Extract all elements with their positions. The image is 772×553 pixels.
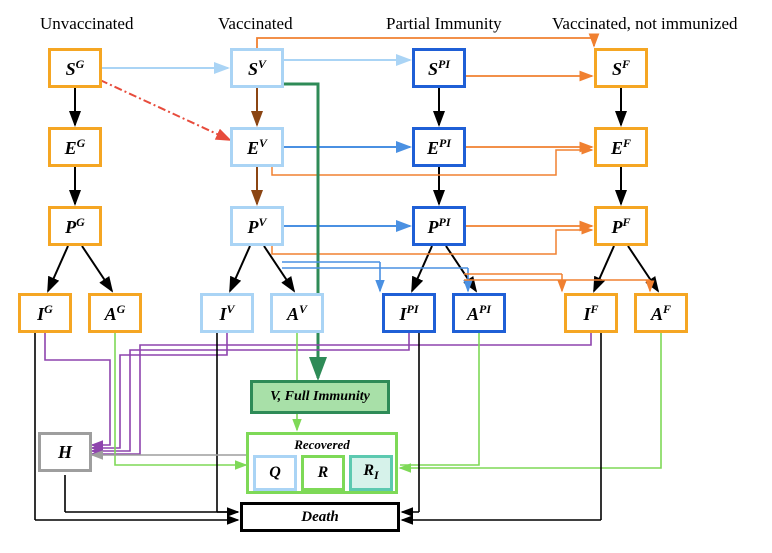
node-PV: PV	[230, 206, 284, 246]
header-partial: Partial Immunity	[386, 14, 502, 34]
node-EV: EV	[230, 127, 284, 167]
node-SF: SF	[594, 48, 648, 88]
node-EF: EF	[594, 127, 648, 167]
node-IPI: IPI	[382, 293, 436, 333]
node-AG: AG	[88, 293, 142, 333]
header-vaccinated: Vaccinated	[218, 14, 293, 34]
header-unvaccinated: Unvaccinated	[40, 14, 133, 34]
node-RI: RI	[349, 455, 393, 491]
node-Q: Q	[253, 455, 297, 491]
recovered-label: Recovered	[249, 437, 395, 453]
node-IV: IV	[200, 293, 254, 333]
header-notimmunized: Vaccinated, not immunized	[552, 14, 738, 34]
recovered-group: Recovered Q R RI	[246, 432, 398, 494]
node-SPI: SPI	[412, 48, 466, 88]
node-H: H	[38, 432, 92, 472]
node-AV: AV	[270, 293, 324, 333]
node-SV: SV	[230, 48, 284, 88]
node-SG: SG	[48, 48, 102, 88]
diagram-canvas: Unvaccinated Vaccinated Partial Immunity…	[0, 0, 772, 553]
node-PG: PG	[48, 206, 102, 246]
node-R: R	[301, 455, 345, 491]
node-VFI: V, Full Immunity	[250, 380, 390, 414]
node-IG: IG	[18, 293, 72, 333]
node-PPI: PPI	[412, 206, 466, 246]
node-EG: EG	[48, 127, 102, 167]
node-PF: PF	[594, 206, 648, 246]
node-IF: IF	[564, 293, 618, 333]
node-AF: AF	[634, 293, 688, 333]
node-Death: Death	[240, 502, 400, 532]
node-EPI: EPI	[412, 127, 466, 167]
node-API: API	[452, 293, 506, 333]
